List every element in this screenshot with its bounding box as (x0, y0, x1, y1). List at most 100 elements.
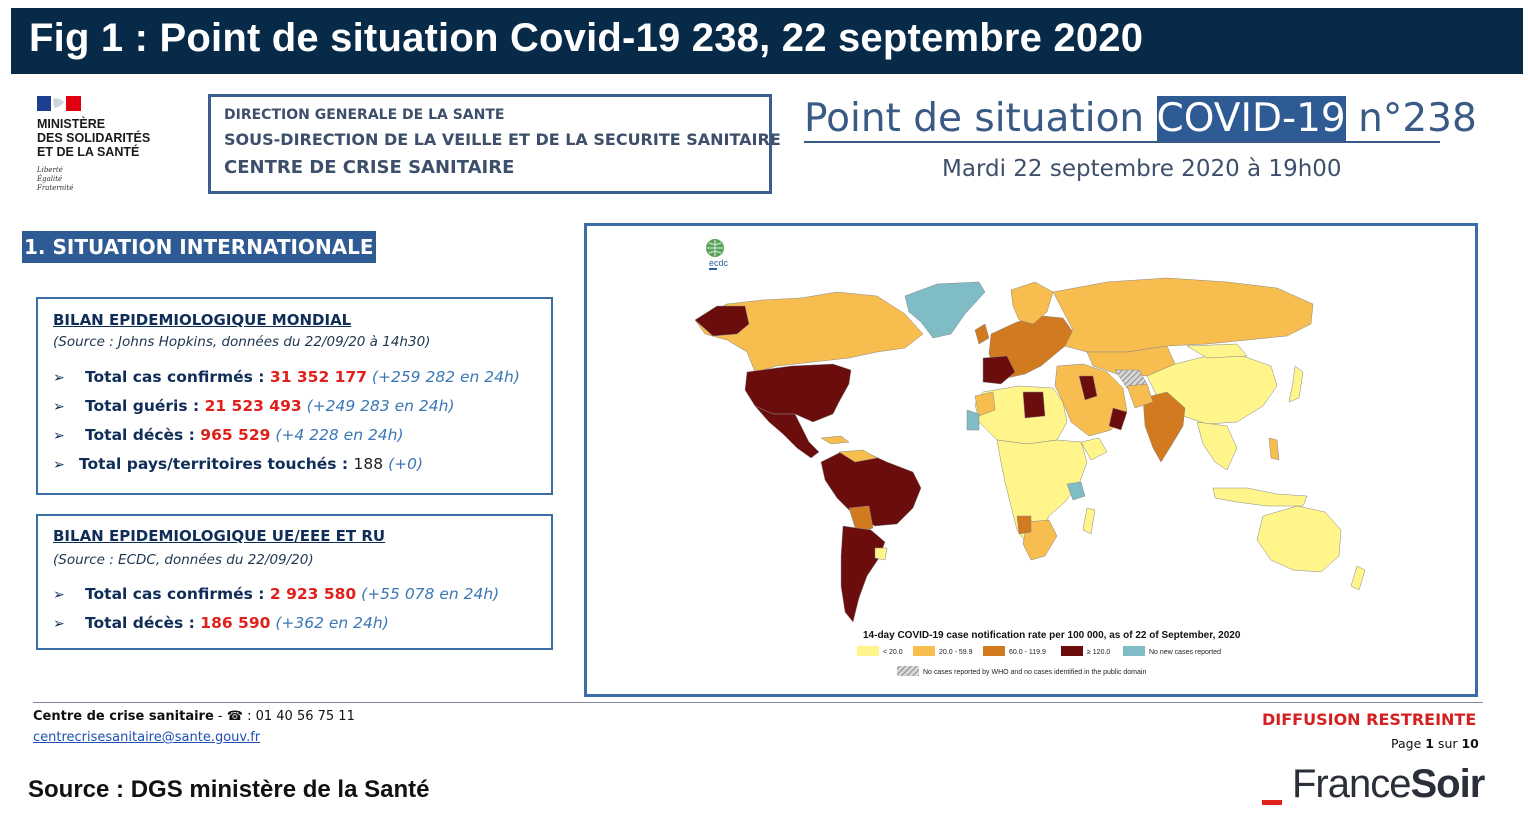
dgs-direction: DIRECTION GENERALE DE LA SANTE (224, 107, 505, 123)
caribbean-region (820, 435, 850, 445)
motto-egalite: Égalité (37, 175, 63, 183)
footer-phone: : 01 40 56 75 11 (242, 709, 355, 724)
australia-region (1256, 505, 1342, 573)
morocco-region (974, 391, 996, 417)
stat-label: Total pays/territoires touchés : (79, 455, 354, 473)
stat-label: Total décès : (85, 426, 201, 444)
mongolia-region (1186, 343, 1248, 359)
stat-delta: (+362 en 24h) (275, 614, 389, 632)
figure-title: Fig 1 : Point de situation Covid-19 238,… (29, 16, 1144, 60)
map-legend: < 20.0 20.0 - 59.9 60.0 - 119.9 ≥ 120.0 … (857, 646, 1221, 676)
page-mid: sur (1433, 736, 1462, 751)
section-heading: 1. SITUATION INTERNATIONALE (22, 231, 376, 263)
legend-label-lt20: < 20.0 (883, 649, 903, 656)
bilan-mondial-source: (Source : Johns Hopkins, données du 22/0… (53, 334, 431, 350)
page-pre: Page (1391, 736, 1426, 751)
indonesia-region (1212, 487, 1308, 507)
india-region (1142, 391, 1186, 463)
page-number: Page 1 sur 10 (1391, 736, 1479, 751)
legend-swatch-ge120 (1061, 646, 1083, 656)
namibia-region (1016, 515, 1032, 535)
legend-label-60-119: 60.0 - 119.9 (1009, 649, 1046, 656)
point-title-underline (804, 141, 1440, 143)
bullet-arrow-icon: ➢ (53, 616, 65, 632)
stat-row-ue-cas-confirmes: ➢ Total cas confirmés : 2 923 580 (+55 07… (53, 585, 499, 603)
point-title-post: n°238 (1345, 96, 1477, 141)
stat-value: 31 352 177 (269, 368, 367, 386)
dgs-header-box (208, 94, 772, 194)
stat-value: 2 923 580 (269, 585, 357, 603)
map-caption: 14-day COVID-19 case notification rate p… (863, 630, 1241, 641)
venezuela-region (838, 449, 878, 463)
stat-label: Total guéris : (85, 397, 205, 415)
bilan-ue-source: (Source : ECDC, données du 22/09/20) (53, 552, 314, 568)
stat-value: 21 523 493 (204, 397, 302, 415)
bullet-arrow-icon: ➢ (53, 587, 65, 603)
pakistan-region (1126, 383, 1154, 409)
figure-title-banner (11, 8, 1523, 74)
footer-divider (33, 702, 1483, 703)
bilan-ue-title: BILAN EPIDEMIOLOGIQUE UE/EEE ET RU (53, 527, 386, 545)
scandinavia-region (1010, 281, 1054, 325)
ecdc-logo-text: ecdc (709, 258, 729, 268)
dgs-centre-crise: CENTRE DE CRISE SANITAIRE (224, 157, 515, 178)
spain-france-region (982, 355, 1016, 385)
bilan-mondial-title: BILAN EPIDEMIOLOGIQUE MONDIAL (53, 311, 352, 329)
dgs-sous-direction: SOUS-DIRECTION DE LA VEILLE ET DE LA SEC… (224, 130, 781, 149)
stat-delta: (+259 282 en 24h) (371, 368, 520, 386)
marianne-logo (37, 96, 81, 111)
stat-row-pays-touches: ➢ Total pays/territoires touchés : 188 (+… (53, 455, 423, 473)
world-map: ecdc (694, 239, 1366, 676)
stat-delta: (+4 228 en 24h) (275, 426, 404, 444)
legend-label-hatched: No cases reported by WHO and no cases id… (923, 669, 1146, 676)
point-title-highlight: COVID-19 (1156, 96, 1346, 141)
point-de-situation-title: Point de situation COVID-19 n°238 (804, 96, 1477, 141)
legend-swatch-20-59 (913, 646, 935, 656)
se-asia-region (1196, 421, 1238, 471)
bilan-ue-box: BILAN EPIDEMIOLOGIQUE UE/EEE ET RU (Sour… (36, 514, 553, 650)
footer-contact-sep: - (213, 709, 227, 724)
source-credit: Source : DGS ministère de la Santé (28, 776, 430, 803)
diffusion-restreinte-label: DIFFUSION RESTREINTE (1262, 710, 1477, 729)
bullet-arrow-icon: ➢ (53, 370, 65, 386)
russia-region (1052, 277, 1314, 353)
japan-region (1288, 365, 1304, 403)
bullet-arrow-icon: ➢ (53, 428, 65, 444)
greenland-region (904, 281, 986, 339)
ecdc-logo: ecdc (706, 239, 729, 270)
page-total: 10 (1461, 736, 1479, 751)
uruguay-region (874, 547, 888, 561)
canada-region (694, 291, 924, 373)
stat-label: Total cas confirmés : (85, 368, 270, 386)
stat-value: 186 590 (200, 614, 271, 632)
madagascar-region (1082, 507, 1096, 535)
legend-swatch-no-new-cases (1123, 646, 1145, 656)
stat-label: Total cas confirmés : (85, 585, 270, 603)
page-current: 1 (1425, 736, 1434, 751)
ministry-name-line-3: ET DE LA SANTÉ (37, 145, 140, 159)
libya-region (1022, 391, 1046, 419)
stat-delta: (+55 078 en 24h) (361, 585, 500, 603)
bilan-mondial-box: BILAN EPIDEMIOLOGIQUE MONDIAL (Source : … (36, 297, 553, 495)
oman-region (1108, 407, 1128, 431)
legend-swatch-hatched (897, 666, 919, 676)
southern-africa-region (1022, 519, 1058, 561)
east-africa-lake-region (1066, 481, 1086, 501)
stat-delta: (+0) (388, 455, 424, 473)
phone-icon: ☎ (226, 709, 243, 724)
ministry-name-line-2: DES SOLIDARITÉS (37, 131, 151, 145)
legend-label-ge120: ≥ 120.0 (1087, 649, 1110, 656)
world-map-panel: ecdc (584, 223, 1478, 697)
point-date: Mardi 22 septembre 2020 à 19h00 (942, 156, 1342, 182)
stat-row-deces: ➢ Total décès : 965 529 (+4 228 en 24h) (53, 426, 404, 444)
bullet-arrow-icon: ➢ (53, 457, 65, 473)
legend-label-20-59: 20.0 - 59.9 (939, 649, 973, 656)
point-title-pre: Point de situation (804, 96, 1157, 141)
legend-swatch-lt20 (857, 646, 879, 656)
stat-value: 965 529 (200, 426, 271, 444)
legend-swatch-60-119 (983, 646, 1005, 656)
ministry-name-line-1: MINISTÈRE (37, 117, 106, 131)
footer-email-link[interactable]: centrecrisesanitaire@sante.gouv.fr (33, 730, 261, 745)
western-sahara-region (966, 409, 980, 431)
footer-contact-label: Centre de crise sanitaire (33, 709, 214, 724)
